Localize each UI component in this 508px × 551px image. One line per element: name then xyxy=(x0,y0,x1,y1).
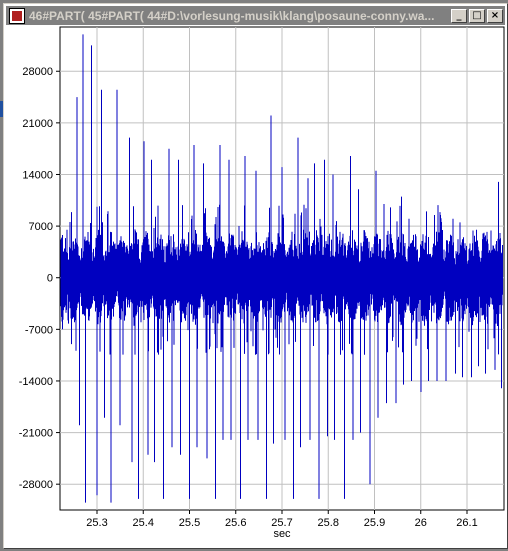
y-tick-label: 21000 xyxy=(22,118,53,130)
x-tick-label: 25.9 xyxy=(364,517,385,529)
background-window-edge xyxy=(0,101,3,117)
y-tick-label: 7000 xyxy=(29,221,53,233)
y-axis-ticks: 28000 21000 14000 7000 0 -7000 -14000 -21000 -28… xyxy=(19,66,60,491)
x-tick-label: 25.5 xyxy=(179,517,200,529)
waveform-trace xyxy=(60,34,503,503)
x-axis-ticks: 25.3 25.4 25.5 25.6 25.7 25.8 25.9 26 26.1 xyxy=(86,510,478,529)
window-title: 46#PART( 45#PART( 44#D:\vorlesung-musik\… xyxy=(29,8,435,23)
x-axis-label: sec xyxy=(273,528,291,540)
y-tick-label: 14000 xyxy=(22,169,53,181)
minimize-button[interactable]: _ xyxy=(451,8,467,23)
y-tick-label: -7000 xyxy=(25,324,53,336)
x-tick-label: 25.8 xyxy=(318,517,339,529)
y-tick-label: -21000 xyxy=(19,428,53,440)
close-button[interactable]: × xyxy=(487,8,503,23)
x-tick-label: 25.6 xyxy=(225,517,246,529)
x-tick-label: 25.7 xyxy=(271,517,292,529)
y-tick-label: 28000 xyxy=(22,66,53,78)
x-tick-label: 26 xyxy=(415,517,427,529)
y-tick-label: 0 xyxy=(47,273,53,285)
y-tick-label: -14000 xyxy=(19,376,53,388)
x-tick-label: 25.3 xyxy=(86,517,107,529)
app-icon[interactable] xyxy=(9,7,25,24)
title-bar[interactable]: 46#PART( 45#PART( 44#D:\vorlesung-musik\… xyxy=(6,6,505,25)
y-tick-label: -28000 xyxy=(19,479,53,491)
x-tick-label: 25.4 xyxy=(133,517,154,529)
x-tick-label: 26.1 xyxy=(456,517,477,529)
waveform-line xyxy=(60,34,503,503)
maximize-button[interactable]: □ xyxy=(469,8,485,23)
